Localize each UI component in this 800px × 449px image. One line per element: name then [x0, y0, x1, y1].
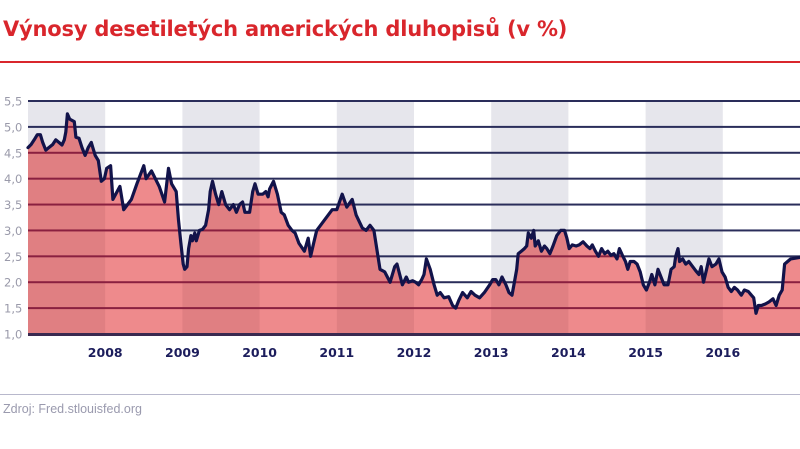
x-axis-baseline	[28, 333, 800, 336]
x-tick-label: 2011	[319, 345, 354, 360]
gridline	[28, 177, 800, 180]
y-tick-label: 2,5	[4, 250, 22, 264]
gridline	[28, 125, 800, 128]
gridline	[28, 100, 800, 102]
x-axis-labels: 2008 2009 2010 2011 2012 2013 2014 2015 2016	[88, 345, 741, 360]
chart-area: 1,01,52,02,53,03,54,04,55,05,5 2008 2009 2…	[4, 95, 800, 360]
x-tick-label: 2008	[88, 345, 123, 360]
y-tick-label: 1,5	[4, 302, 22, 316]
gridline	[28, 203, 800, 206]
x-tick-label: 2010	[242, 345, 277, 360]
x-tick-label: 2016	[705, 345, 740, 360]
y-tick-label: 3,0	[4, 224, 22, 238]
y-tick-label: 1,0	[4, 328, 22, 342]
y-axis-labels: 1,0 1,5 2,0 2,5 3,0 3,5 4,0 4,5 5,0 5,5	[4, 95, 22, 342]
x-tick-label: 2013	[474, 345, 509, 360]
y-tick-label: 5,5	[4, 95, 22, 109]
title-divider	[0, 61, 800, 63]
source-divider	[0, 394, 800, 395]
chart-title: Výnosy desetiletých amerických dluhopisů…	[3, 17, 568, 41]
source-note: Zdroj: Fred.stlouisfed.org	[3, 402, 142, 416]
y-tick-label: 5,0	[4, 120, 22, 134]
gridline	[28, 229, 800, 232]
gridline	[28, 151, 800, 154]
x-tick-label: 2012	[397, 345, 432, 360]
y-tick-label: 4,0	[4, 172, 22, 186]
x-tick-label: 2009	[165, 345, 200, 360]
y-tick-label: 3,5	[4, 198, 22, 212]
x-tick-label: 2014	[551, 345, 586, 360]
gridline	[28, 255, 800, 258]
yield-line	[26, 112, 800, 315]
y-tick-label: 4,5	[4, 146, 22, 160]
y-tick-label: 2,0	[4, 276, 22, 290]
yield-line-path	[26, 112, 800, 315]
x-tick-label: 2015	[628, 345, 663, 360]
